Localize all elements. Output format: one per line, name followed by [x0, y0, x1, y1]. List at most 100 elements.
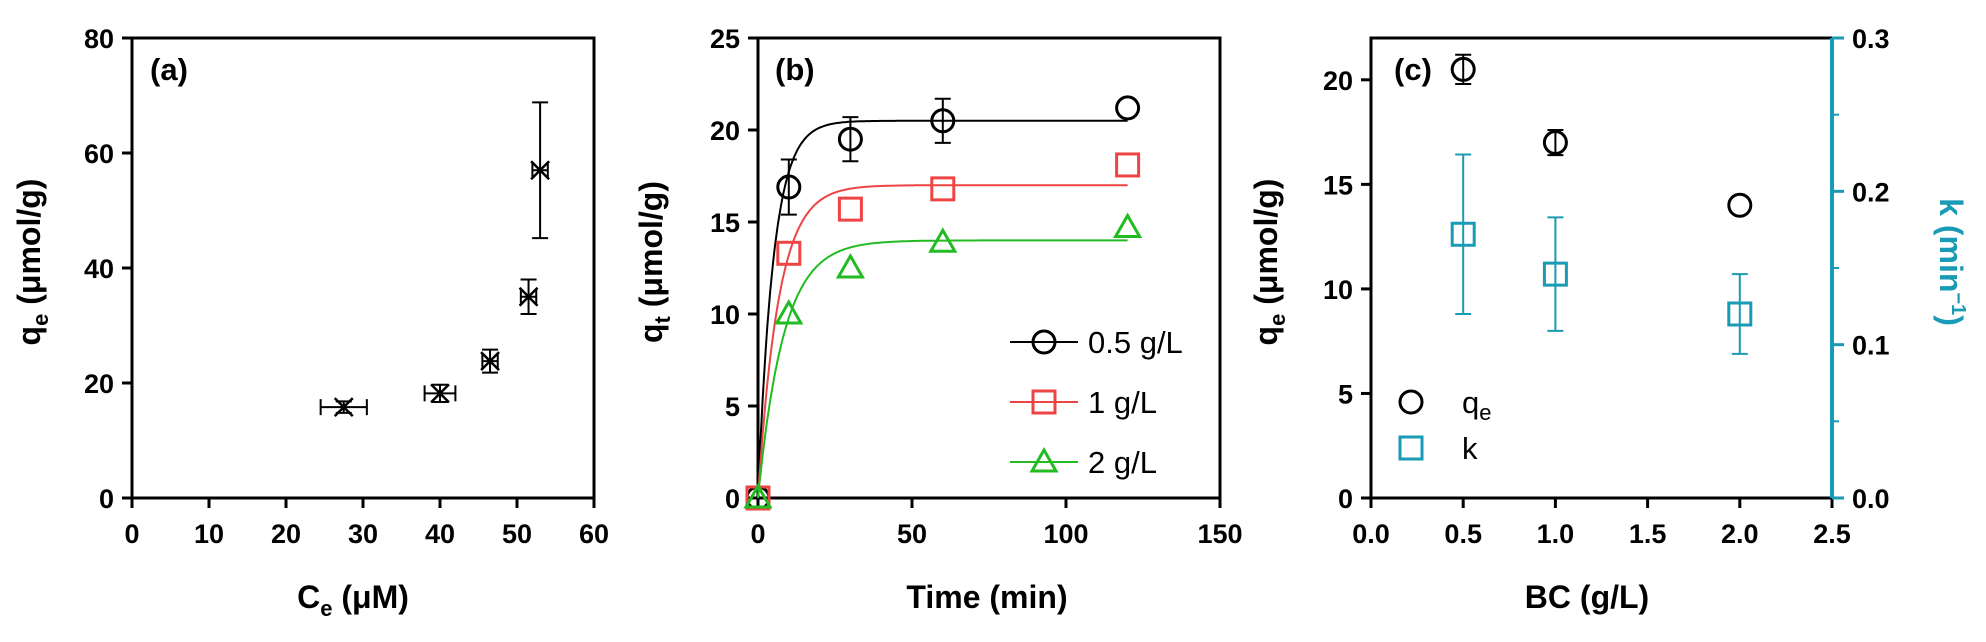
panel-c-x-tick-label: 1.5	[1629, 519, 1667, 549]
panel-b-error-bar	[780, 158, 797, 216]
panel-a-x-tick-label: 20	[271, 519, 301, 549]
panel-b-data-point	[930, 108, 956, 134]
panel-b-data-point	[928, 227, 958, 253]
panel-b-legend-marker	[1031, 329, 1057, 355]
panel-c-x-axis-label: BC (g/L)	[1525, 579, 1649, 615]
panel-c-x-tick-label: 0.5	[1444, 519, 1482, 549]
panel-b-fit-line-1	[757, 184, 1128, 499]
panel-b-y-tick-label: 15	[710, 208, 740, 238]
panel-a-x-tick-label: 30	[348, 519, 378, 549]
panel-c-legend-label: k	[1462, 431, 1478, 466]
panel-a: 0 10 20 30 40 50 60 0 20 40 60 80 (a) Ce (μM) qe (μ…	[11, 24, 609, 621]
panel-a-data-point	[423, 383, 457, 404]
panel-b-error-bar	[842, 116, 859, 163]
panel-b-y-tick-label: 25	[710, 24, 740, 54]
panel-b-y-tick-label: 5	[725, 392, 740, 422]
panel-a-x-tick-label: 50	[502, 519, 532, 549]
panel-b-data-point	[837, 196, 863, 222]
panel-a-marker-stroke-2	[530, 160, 550, 181]
panel-c-y-tick-label: 20	[1323, 66, 1353, 96]
panel-c-y2-tick-label: 0.2	[1852, 177, 1890, 207]
panel-a-marker-stroke-2	[430, 383, 450, 404]
panel-c-x-tick-label: 1.0	[1537, 519, 1575, 549]
panel-b-data-point	[837, 126, 863, 152]
panel-c-legend-label: qe	[1462, 385, 1492, 425]
panel-b-legend-label: 0.5 g/L	[1088, 325, 1183, 360]
panel-c-plot: 0.0 0.5 1.0 1.5 2.0 2.5 0 5 10 15 20 0.0 0.1 0.2 0.3 qe…	[1323, 24, 1890, 549]
panel-b-legend-label: 1 g/L	[1088, 385, 1157, 420]
panel-c-data-point	[1450, 56, 1476, 82]
panel-c-y-tick-label: 10	[1323, 275, 1353, 305]
panel-a-marker-stroke-2	[333, 397, 354, 418]
panel-a-data-point	[530, 101, 550, 240]
panel-c-y2-axis-label: k (min−1)	[1933, 198, 1969, 326]
panel-c-plot-frame	[1369, 36, 1834, 500]
panel-b-plot-frame	[756, 36, 1222, 500]
panel-b-x-tick-label: 100	[1043, 519, 1088, 549]
panel-a-plot-frame	[130, 36, 596, 500]
panel-b: 0 50 100 150 0 5 10 15 20 25 0.5 g/L 1 g/L 2 g/L (b)…	[633, 24, 1243, 615]
panel-a-x-tick-label: 60	[579, 519, 609, 549]
panel-a-y-tick-label: 40	[84, 254, 114, 284]
panel-c-y2-tick-label: 0.3	[1852, 24, 1890, 54]
panel-b-data-point	[776, 240, 802, 266]
panel-b-y-tick-label: 0	[725, 484, 740, 514]
panel-b-label: (b)	[775, 52, 815, 87]
panel-a-y-tick-label: 80	[84, 24, 114, 54]
panel-c-x-tick-label: 2.5	[1813, 519, 1851, 549]
panel-a-y-axis-label: qe (μmol/g)	[11, 179, 53, 346]
panel-c-label: (c)	[1394, 52, 1432, 87]
panel-a-y-tick-label: 20	[84, 369, 114, 399]
panel-a-x-tick-label: 40	[425, 519, 455, 549]
panel-b-x-axis-label: Time (min)	[906, 579, 1067, 615]
panel-a-marker-stroke-2	[518, 286, 539, 307]
panel-a-marker-stroke-2	[480, 351, 500, 372]
panel-b-data-point	[743, 482, 773, 509]
panel-a-x-tick-label: 0	[124, 519, 139, 549]
panel-c-legend-marker	[1398, 389, 1424, 415]
panel-b-y-axis-label: qt (μmol/g)	[633, 181, 675, 343]
panel-c-data-point	[1727, 301, 1753, 327]
panel-c-error-bar	[1547, 216, 1564, 332]
panel-a-x-axis-label: Ce (μM)	[297, 579, 409, 621]
panel-c-x-tick-label: 2.0	[1721, 519, 1759, 549]
panel-b-y-tick-label: 10	[710, 300, 740, 330]
panel-b-x-tick-label: 150	[1197, 519, 1242, 549]
panel-b-fit-line-2	[757, 239, 1128, 499]
panel-c-data-point	[1542, 261, 1568, 287]
panel-a-y-tick-label: 0	[99, 484, 114, 514]
panel-c: 0.0 0.5 1.0 1.5 2.0 2.5 0 5 10 15 20 0.0 0.1 0.2 0.3 qe…	[1248, 24, 1969, 615]
panel-b-y-tick-label: 20	[710, 116, 740, 146]
panel-b-error-bar	[934, 97, 951, 144]
panel-b-data-point	[930, 176, 956, 202]
panel-b-data-point	[776, 174, 802, 200]
panel-b-legend-marker	[1031, 389, 1057, 415]
panel-a-data-point	[319, 397, 368, 418]
panel-c-y-tick-label: 15	[1323, 170, 1353, 200]
panel-c-y2-tick-label: 0.1	[1852, 331, 1890, 361]
panel-b-plot: 0 50 100 150 0 5 10 15 20 25 0.5 g/L 1 g/L 2 g/L	[710, 24, 1243, 549]
panel-c-error-bar	[1731, 273, 1748, 355]
panel-a-data-point	[518, 278, 539, 315]
panel-b-x-tick-label: 50	[897, 519, 927, 549]
panel-b-data-point	[774, 298, 804, 325]
panel-a-data-point	[480, 348, 500, 374]
panel-a-plot: 0 10 20 30 40 50 60 0 20 40 60 80	[84, 24, 609, 549]
panel-c-y-tick-label: 5	[1338, 379, 1353, 409]
panel-b-data-point	[1115, 152, 1141, 178]
panel-b-x-tick-label: 0	[750, 519, 765, 549]
panel-c-error-bar	[1547, 129, 1564, 157]
panel-b-data-point	[1113, 212, 1143, 239]
panel-a-y-tick-label: 60	[84, 139, 114, 169]
panel-b-data-point	[835, 252, 865, 279]
panel-b-data-point	[1115, 95, 1141, 121]
panel-c-x-tick-label: 0.0	[1352, 519, 1390, 549]
panel-b-legend-marker	[1029, 446, 1059, 473]
panel-c-data-point	[1542, 130, 1568, 156]
panel-a-x-tick-label: 10	[194, 519, 224, 549]
panel-c-y-tick-label: 0	[1338, 484, 1353, 514]
panel-a-label: (a)	[150, 52, 188, 87]
panel-c-data-point	[1450, 221, 1476, 247]
panel-c-error-bar	[1455, 153, 1472, 315]
